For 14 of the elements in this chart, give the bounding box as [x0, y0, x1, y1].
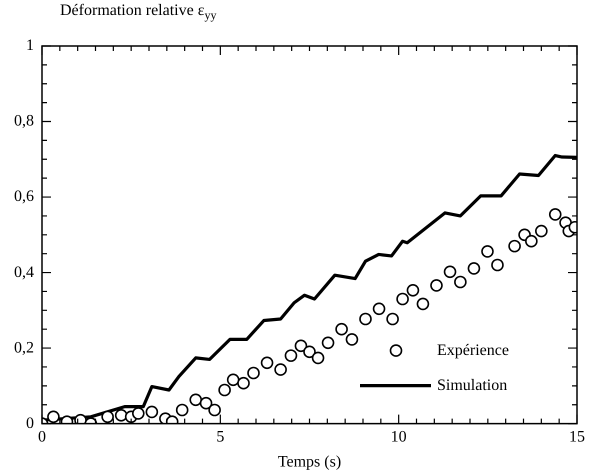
legend-label: Expérience	[437, 342, 509, 359]
x-axis-title: Temps (s)	[278, 454, 342, 471]
y-axis-title: Déformation relative ε$_{yy}$	[60, 2, 216, 24]
y-tick-label: 0,4	[14, 264, 34, 281]
x-tick-label: 10	[390, 428, 407, 446]
y-tick-label: 0	[26, 414, 34, 432]
y-tick-label: 0,6	[14, 188, 34, 206]
y-tick-label: 1	[26, 37, 34, 54]
x-tick-label: 0	[38, 428, 46, 446]
legend-label: Simulation	[437, 376, 508, 394]
x-tick-label: 15	[569, 428, 585, 446]
y-tick-label: 0,8	[14, 112, 34, 130]
y-tick-label: 0,2	[14, 339, 34, 356]
x-tick-label: 5	[216, 428, 224, 446]
